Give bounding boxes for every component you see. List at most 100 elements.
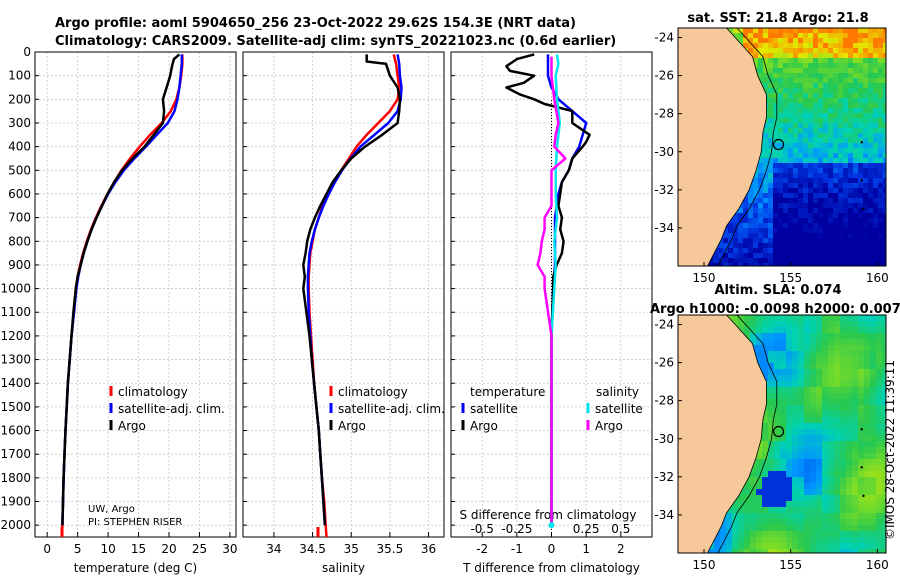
map-cell — [863, 243, 869, 249]
map-cell — [848, 118, 854, 124]
map-cell — [810, 327, 817, 334]
map-cell — [883, 33, 886, 39]
map-cell — [846, 495, 853, 502]
map-cell — [723, 263, 729, 266]
map-cell — [828, 447, 835, 454]
map-cell — [804, 459, 811, 466]
map-cell — [868, 253, 874, 259]
map-cell — [778, 73, 784, 79]
map-cell — [818, 163, 824, 169]
map-cell — [786, 447, 793, 454]
map-cell — [788, 153, 794, 159]
map-cell — [762, 543, 769, 550]
x-axis-label: salinity — [322, 561, 365, 575]
map-cell — [846, 549, 853, 553]
map-cell — [738, 248, 744, 254]
map-cell — [798, 113, 804, 119]
map-cell — [788, 193, 794, 199]
map-cell — [758, 153, 764, 159]
map-cell — [878, 68, 884, 74]
map-cell — [883, 43, 886, 49]
series-line-argo — [61, 53, 181, 526]
map-cell — [843, 173, 849, 179]
map-cell — [883, 48, 886, 54]
x-tick-label: 35.5 — [377, 542, 404, 556]
map-cell — [756, 507, 763, 514]
map-cell — [822, 387, 829, 394]
map-cell — [864, 387, 871, 394]
map-cell — [873, 248, 879, 254]
map-cell — [798, 208, 804, 214]
map-cell — [846, 369, 853, 376]
map-cell — [868, 178, 874, 184]
map-cell — [758, 33, 764, 39]
map-cell — [773, 88, 779, 94]
map-cell — [798, 387, 805, 394]
map-x-tick-label: 160 — [866, 558, 889, 572]
map-cell — [843, 208, 849, 214]
y-tick-label: 1400 — [0, 376, 31, 390]
map-cell — [864, 453, 871, 460]
map-cell — [763, 243, 769, 249]
map-cell — [818, 193, 824, 199]
map-cell — [846, 345, 853, 352]
map-cell — [803, 228, 809, 234]
map-cell — [808, 213, 814, 219]
map-cell — [868, 158, 874, 164]
map-cell — [738, 233, 744, 239]
map-cell — [853, 93, 859, 99]
map-cell — [846, 483, 853, 490]
map-cell — [788, 233, 794, 239]
map-cell — [728, 253, 734, 259]
map-cell — [858, 233, 864, 239]
map-cell — [838, 153, 844, 159]
map-cell — [848, 198, 854, 204]
map-cell — [803, 93, 809, 99]
map-y-tick-label: -24 — [654, 31, 674, 45]
map-cell — [788, 248, 794, 254]
map-cell — [788, 218, 794, 224]
map-cell — [762, 315, 769, 322]
map-cell — [774, 549, 781, 553]
map-cell — [823, 38, 829, 44]
map-cell — [858, 33, 864, 39]
map-cell — [846, 327, 853, 334]
map-cell — [828, 423, 835, 430]
map-cell — [816, 543, 823, 550]
map-cell — [762, 429, 769, 436]
map-cell — [822, 471, 829, 478]
map-cell — [714, 543, 721, 550]
map-cell — [744, 501, 751, 508]
map-cell — [798, 507, 805, 514]
map-cell — [853, 128, 859, 134]
map-cell — [762, 507, 769, 514]
map-cell — [773, 53, 779, 59]
map-cell — [876, 495, 883, 502]
map-cell — [843, 78, 849, 84]
map-cell — [753, 28, 759, 34]
map-cell — [828, 495, 835, 502]
map-cell — [870, 513, 877, 520]
map-cell — [843, 143, 849, 149]
map-cell — [840, 501, 847, 508]
map-cell — [818, 138, 824, 144]
map-cell — [768, 441, 775, 448]
map-cell — [843, 223, 849, 229]
map-cell — [834, 321, 841, 328]
map-cell — [840, 417, 847, 424]
map-cell — [803, 258, 809, 264]
map-cell — [823, 238, 829, 244]
map-cell — [846, 375, 853, 382]
map-cell — [873, 208, 879, 214]
map-cell — [798, 429, 805, 436]
map-cell — [843, 48, 849, 54]
map-cell — [840, 531, 847, 538]
map-cell — [778, 193, 784, 199]
map-cell — [852, 345, 859, 352]
map-cell — [876, 483, 883, 490]
temperature-panel: 0 5 10 15 20 25 300100200300400500600700800900… — [0, 45, 237, 575]
island-marker — [862, 494, 865, 498]
map-cell — [873, 188, 879, 194]
legend-label: satellite — [595, 402, 643, 416]
map-cell — [788, 108, 794, 114]
